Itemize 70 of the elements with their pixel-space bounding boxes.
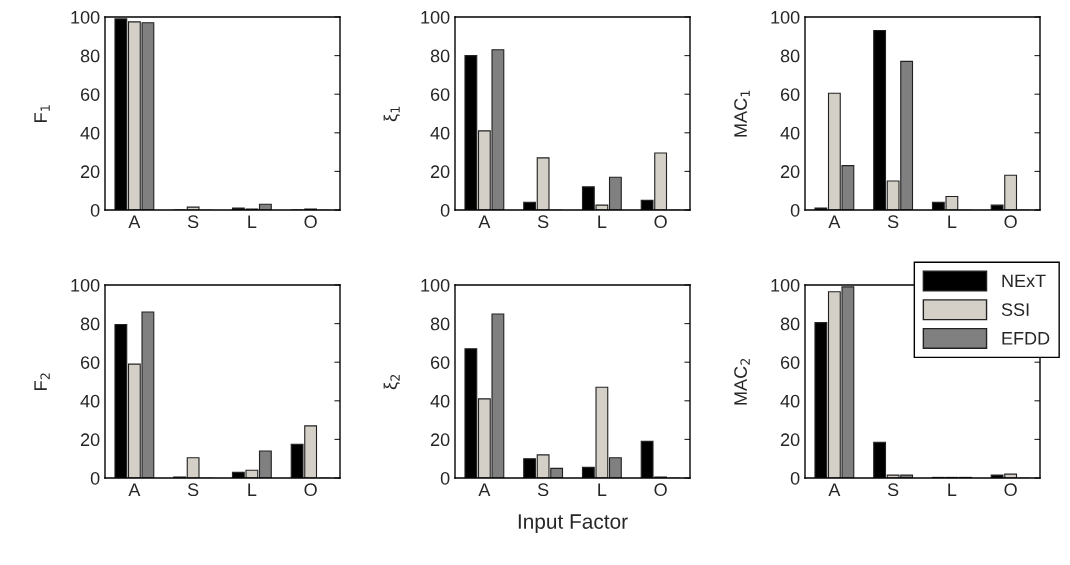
y-tick-label: 80 — [780, 317, 800, 331]
x-tick-label: O — [654, 215, 667, 229]
x-tick-label: O — [1004, 215, 1017, 229]
x-tick-label: A — [828, 215, 841, 228]
x-tick-label: S — [187, 483, 199, 497]
x-tick-label: A — [128, 215, 141, 228]
y-tick-label: 40 — [80, 394, 100, 408]
legend-label: EFDD — [1002, 332, 1050, 345]
y-tick-label: 60 — [430, 88, 450, 101]
y-tick-label: 0 — [90, 203, 100, 217]
x-tick-label: L — [598, 483, 607, 496]
x-tick-label: S — [187, 215, 199, 229]
y-tick-label: 80 — [430, 49, 450, 63]
y-tick-label: 80 — [430, 317, 450, 331]
y-tick-label: 60 — [80, 88, 100, 101]
x-tick-label: S — [887, 483, 899, 497]
x-tick-label: L — [598, 215, 607, 228]
y-axis-title: MAC$_{2}$ — [734, 358, 750, 405]
y-tick-label: 100 — [71, 278, 100, 292]
y-tick-label: 20 — [430, 165, 450, 179]
y-axis-title: F$_{2}$ — [34, 373, 50, 390]
x-tick-label: L — [248, 483, 257, 496]
y-tick-label: 20 — [430, 433, 450, 447]
y-tick-label: 20 — [780, 433, 800, 447]
y-tick-label: 100 — [71, 10, 100, 24]
x-tick-label: O — [654, 483, 667, 497]
y-tick-label: 80 — [80, 317, 100, 331]
y-tick-label: 0 — [790, 203, 800, 217]
y-axis-title: ξ$_{2}$ — [383, 374, 400, 390]
y-tick-label: 100 — [771, 278, 800, 292]
y-tick-label: 60 — [780, 356, 800, 369]
y-tick-label: 0 — [90, 471, 100, 485]
x-tick-label: A — [828, 483, 841, 496]
y-tick-label: 100 — [421, 278, 450, 292]
y-tick-label: 20 — [780, 165, 800, 179]
y-tick-label: 100 — [421, 10, 450, 24]
y-tick-label: 40 — [780, 394, 800, 408]
y-tick-label: 0 — [790, 471, 800, 485]
x-tick-label: A — [478, 483, 491, 496]
x-tick-label: A — [478, 215, 491, 228]
y-axis-title: MAC$_{1}$ — [734, 90, 750, 137]
y-tick-label: 40 — [780, 126, 800, 140]
y-tick-label: 60 — [780, 88, 800, 101]
y-tick-label: 60 — [430, 356, 450, 369]
x-tick-label: S — [887, 215, 899, 229]
x-tick-label: L — [948, 483, 957, 496]
y-axis-title: ξ$_{1}$ — [383, 106, 400, 122]
y-tick-label: 80 — [780, 49, 800, 63]
y-tick-label: 100 — [771, 10, 800, 24]
x-tick-label: L — [248, 215, 257, 228]
x-tick-label: A — [128, 483, 141, 496]
x-tick-label: L — [948, 215, 957, 228]
y-tick-label: 80 — [80, 49, 100, 63]
y-tick-label: 40 — [80, 126, 100, 140]
x-axis-title: Input Factor — [518, 514, 628, 533]
x-tick-label: O — [1004, 483, 1017, 497]
legend-label: NExT — [1002, 274, 1046, 288]
y-tick-label: 60 — [80, 356, 100, 369]
legend-label: SSI — [1001, 303, 1029, 316]
x-tick-label: S — [537, 483, 549, 497]
y-tick-label: 0 — [440, 471, 450, 485]
y-tick-label: 20 — [80, 165, 100, 179]
y-tick-label: 0 — [440, 203, 450, 217]
y-tick-label: 20 — [80, 433, 100, 447]
x-tick-label: O — [304, 215, 317, 229]
y-axis-title: F$_{1}$ — [34, 105, 50, 122]
y-tick-label: 40 — [430, 394, 450, 408]
x-tick-label: S — [537, 215, 549, 229]
y-tick-label: 40 — [430, 126, 450, 140]
x-tick-label: O — [304, 483, 317, 497]
